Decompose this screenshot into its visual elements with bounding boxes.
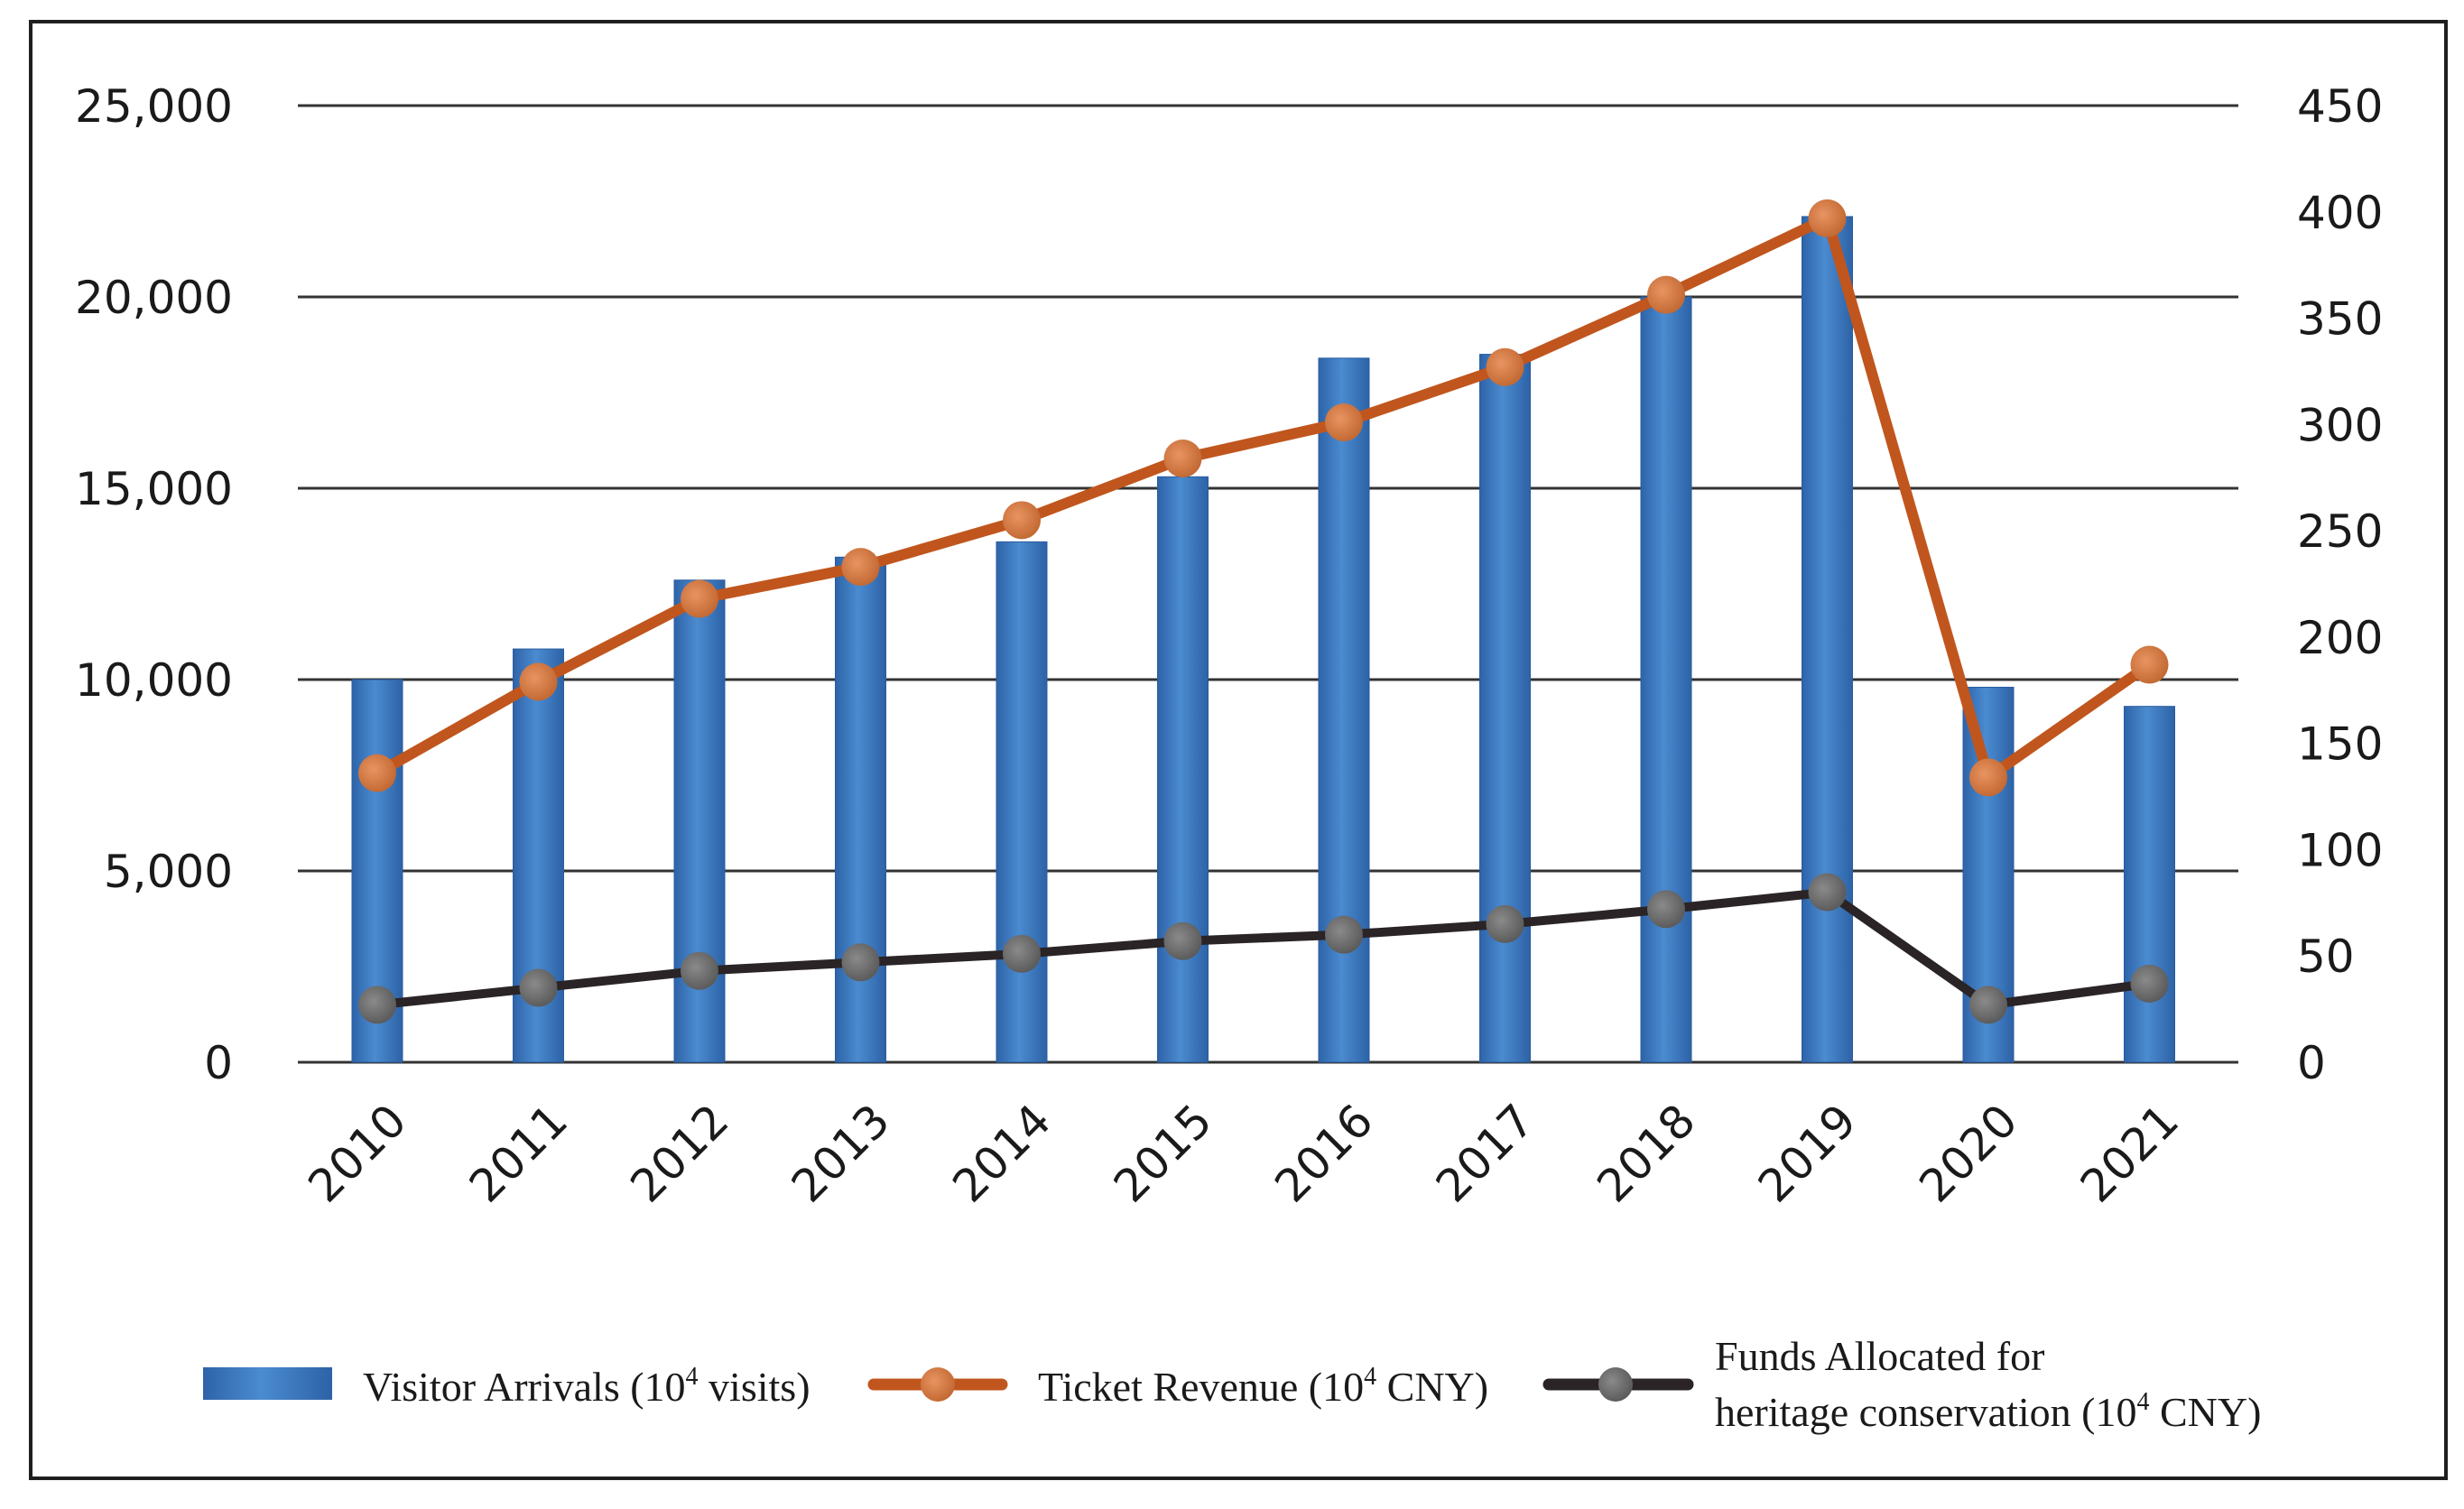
legend-swatch-bar xyxy=(203,1367,332,1400)
point-funds-2020 xyxy=(1969,986,2007,1024)
right-tick-label: 200 xyxy=(2297,612,2383,664)
left-tick-label: 10,000 xyxy=(75,654,233,707)
bar-2013 xyxy=(835,556,886,1063)
point-funds-2011 xyxy=(519,968,558,1007)
line-funds-allocated xyxy=(373,887,2154,1010)
legend-marker-gray xyxy=(1598,1367,1633,1402)
bar-2015 xyxy=(1157,476,1209,1063)
left-axis-ticks: 25,000 20,000 15,000 10,000 5,000 0 xyxy=(75,80,233,1089)
bar-2014 xyxy=(996,541,1048,1063)
point-funds-2018 xyxy=(1647,890,1685,929)
bar-2012 xyxy=(673,579,726,1063)
x-tick-label: 2017 xyxy=(1426,1094,1544,1212)
bar-2021 xyxy=(2124,706,2175,1063)
right-tick-label: 100 xyxy=(2297,824,2383,876)
right-axis-ticks: 450 400 350 300 250 200 150 100 50 0 xyxy=(2297,80,2383,1089)
right-tick-label: 350 xyxy=(2297,293,2383,346)
x-tick-label: 2011 xyxy=(459,1094,578,1212)
point-funds-2015 xyxy=(1163,921,1202,960)
point-funds-2017 xyxy=(1486,904,1524,943)
legend-marker-orange xyxy=(921,1367,955,1402)
legend-label-funds-line2: heritage conservation (104 CNY) xyxy=(1715,1388,2261,1435)
point-funds-2019 xyxy=(1808,873,1847,912)
bar-2019 xyxy=(1802,216,1853,1063)
point-ticket-revenue-2021 xyxy=(2130,645,2169,684)
right-tick-label: 300 xyxy=(2297,399,2383,451)
point-ticket-revenue-2013 xyxy=(841,548,880,587)
x-tick-label: 2018 xyxy=(1587,1094,1705,1212)
legend-item-visitor-arrivals: Visitor Arrivals (104 visits) xyxy=(203,1363,811,1410)
left-tick-label: 20,000 xyxy=(75,272,233,324)
point-ticket-revenue-2015 xyxy=(1163,440,1202,478)
bar-2016 xyxy=(1318,357,1370,1063)
legend-item-funds-allocated: Funds Allocated for heritage conservatio… xyxy=(1542,1333,2261,1435)
legend-label-funds-line1: Funds Allocated for xyxy=(1715,1333,2044,1379)
right-tick-label: 400 xyxy=(2297,187,2383,239)
point-ticket-revenue-2016 xyxy=(1325,403,1363,441)
chart-frame xyxy=(29,20,2448,1480)
right-tick-label: 250 xyxy=(2297,505,2383,558)
bar-2018 xyxy=(1640,296,1692,1063)
point-ticket-revenue-2010 xyxy=(358,754,396,792)
x-tick-label: 2021 xyxy=(2070,1094,2189,1212)
point-ticket-revenue-2011 xyxy=(519,662,558,701)
left-tick-label: 5,000 xyxy=(104,846,233,898)
legend-label-visitor-arrivals: Visitor Arrivals (104 visits) xyxy=(363,1363,811,1410)
x-tick-label: 2013 xyxy=(782,1094,900,1212)
point-funds-2014 xyxy=(1003,934,1041,973)
point-funds-2010 xyxy=(358,986,396,1024)
point-funds-2016 xyxy=(1325,915,1363,954)
x-tick-label: 2020 xyxy=(1909,1094,2027,1212)
x-tick-label: 2015 xyxy=(1104,1094,1222,1212)
x-tick-label: 2012 xyxy=(620,1094,738,1212)
legend-label-ticket-revenue: Ticket Revenue (104 CNY) xyxy=(1038,1363,1488,1410)
point-ticket-revenue-2019 xyxy=(1808,199,1847,237)
line-ticket-revenue xyxy=(372,212,2155,783)
legend: Visitor Arrivals (104 visits) Ticket Rev… xyxy=(203,1333,2261,1435)
right-tick-label: 50 xyxy=(2297,930,2355,983)
right-tick-label: 0 xyxy=(2297,1037,2326,1089)
point-ticket-revenue-2018 xyxy=(1647,275,1685,314)
x-tick-label: 2019 xyxy=(1748,1094,1867,1212)
left-tick-label: 25,000 xyxy=(75,80,233,133)
x-tick-label: 2014 xyxy=(942,1094,1061,1212)
point-funds-2021 xyxy=(2130,964,2169,1003)
gridlines xyxy=(298,104,2238,1064)
legend-item-ticket-revenue: Ticket Revenue (104 CNY) xyxy=(867,1363,1488,1410)
point-ticket-revenue-2017 xyxy=(1486,347,1524,386)
point-ticket-revenue-2020 xyxy=(1969,758,2007,797)
right-tick-label: 450 xyxy=(2297,80,2383,133)
point-funds-2013 xyxy=(841,943,880,982)
left-tick-label: 0 xyxy=(204,1037,233,1089)
right-tick-label: 150 xyxy=(2297,718,2383,771)
left-tick-label: 15,000 xyxy=(75,463,233,515)
line-series xyxy=(358,199,2169,1024)
point-ticket-revenue-2012 xyxy=(681,579,718,618)
point-funds-2012 xyxy=(681,951,718,990)
x-axis-ticks: 2010 2011 2012 2013 2014 2015 2016 2017 2018 2019… xyxy=(298,1094,2188,1212)
x-tick-label: 2016 xyxy=(1264,1094,1383,1212)
point-ticket-revenue-2014 xyxy=(1003,501,1041,540)
bar-2017 xyxy=(1479,354,1531,1063)
x-tick-label: 2010 xyxy=(298,1094,416,1212)
